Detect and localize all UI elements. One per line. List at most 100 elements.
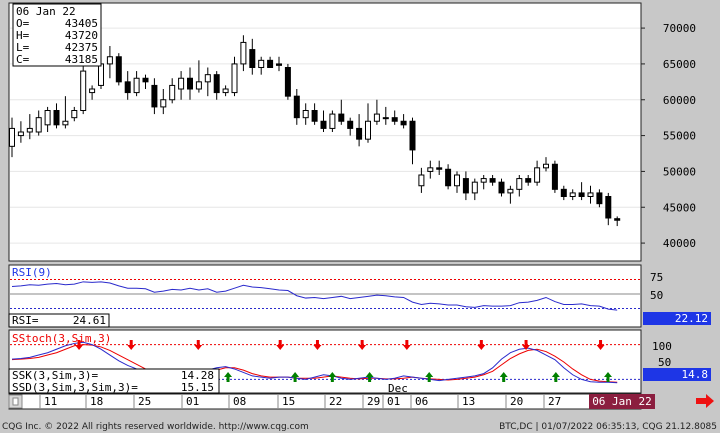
- up-arrow-icon: [499, 372, 508, 382]
- rsi-last-value-badge: [643, 312, 711, 325]
- up-arrow-icon: [604, 372, 612, 382]
- candle-body: [89, 88, 96, 94]
- down-arrow-icon: [313, 340, 322, 350]
- candle-body: [133, 77, 140, 94]
- date-axis-label: 01: [186, 395, 199, 408]
- candle-body: [347, 120, 354, 129]
- candle-body: [178, 77, 185, 90]
- stoch-title: SStoch(3,Sim,3): [12, 332, 111, 345]
- candle-body: [356, 127, 363, 140]
- stoch-axis-50: 50: [658, 356, 671, 369]
- candle-body: [284, 67, 291, 97]
- candle-body: [231, 63, 238, 94]
- rsi-panel[interactable]: [8, 264, 642, 328]
- candle-body: [489, 178, 496, 183]
- down-arrow-icon: [358, 340, 367, 350]
- candle-body: [320, 120, 327, 129]
- down-arrow-icon: [75, 340, 84, 350]
- info-low-label: L=: [16, 41, 30, 54]
- rsi-last-value: 22.12: [675, 312, 708, 325]
- candle-body: [498, 181, 505, 194]
- candle-body: [373, 113, 380, 122]
- date-axis-label: 08: [233, 395, 246, 408]
- candle-body: [471, 181, 478, 194]
- candle-body: [391, 117, 398, 122]
- candle-body: [605, 196, 612, 219]
- footer-symbol-info: BTC,DC | 01/07/2022 06:35:13, CQG 21.12.…: [499, 422, 717, 432]
- candle-body: [17, 131, 24, 137]
- candle-body: [26, 127, 33, 133]
- price-panel[interactable]: [8, 2, 642, 262]
- price-axis: 70000 65000 60000 55000 50000 45000 40000: [641, 22, 696, 250]
- date-axis-label: 01: [387, 395, 400, 408]
- up-arrow-icon: [425, 372, 434, 382]
- candle-body: [338, 113, 345, 122]
- stoch-signal-arrows: [30, 340, 612, 382]
- candle-body: [596, 192, 603, 205]
- candle-body: [507, 188, 514, 194]
- candle-body: [187, 77, 193, 90]
- up-arrow-icon: [224, 372, 233, 382]
- candle-body: [106, 56, 113, 65]
- down-arrow-icon: [596, 340, 605, 350]
- date-axis-label: 22: [329, 395, 342, 408]
- stoch-last-value-badge: [643, 368, 711, 381]
- ssd-value: 15.15: [181, 381, 214, 394]
- candle-body: [551, 163, 558, 190]
- current-date-badge: [589, 394, 655, 409]
- info-low-value: 42375: [65, 41, 98, 54]
- down-arrow-icon: [402, 340, 411, 350]
- candle-body: [71, 110, 78, 119]
- info-date: 06 Jan 22: [16, 5, 76, 18]
- price-axis-label: 60000: [663, 94, 696, 107]
- candle-body: [258, 59, 265, 68]
- down-arrow-icon: [127, 340, 136, 350]
- candle-body: [222, 88, 229, 94]
- candle-body: [534, 167, 541, 183]
- info-close-label: C=: [16, 53, 30, 66]
- scroll-left-icon[interactable]: [8, 394, 23, 409]
- stoch-readout-box: [8, 368, 220, 394]
- price-axis-label: 55000: [663, 130, 696, 143]
- candle-body: [525, 178, 532, 183]
- price-axis-label: 70000: [663, 22, 696, 35]
- candle-body: [311, 110, 318, 122]
- info-close-value: 43185: [65, 53, 98, 66]
- date-axis-label: 13: [462, 395, 475, 408]
- rsi-axis-75: 75: [650, 271, 663, 284]
- up-arrow-icon: [551, 372, 560, 382]
- rsi-line: [11, 281, 618, 311]
- candle-body: [142, 77, 149, 83]
- down-arrow-icon: [522, 340, 531, 350]
- down-arrow-icon: [477, 340, 486, 350]
- date-axis-label: 15: [282, 395, 295, 408]
- date-axis-label: 06: [415, 395, 428, 408]
- candle-body: [462, 178, 469, 194]
- candle-body: [213, 74, 220, 94]
- candle-body: [480, 178, 487, 183]
- stoch-last-value: 14.8: [682, 368, 709, 381]
- candle-body: [365, 120, 371, 140]
- rsi-readout-box: [8, 313, 110, 328]
- candle-body: [400, 120, 407, 126]
- candle-body: [160, 99, 167, 108]
- ssk-label: SSK(3,Sim,3)=: [12, 369, 98, 382]
- ssd-label: SSD(3,Sim,3,Sim,3)=: [12, 381, 138, 394]
- footer-copyright: CQG Inc. © 2022 All rights reserved worl…: [2, 422, 309, 432]
- up-arrow-icon: [291, 372, 300, 382]
- date-axis-month: Dec: [388, 382, 408, 395]
- candle-body: [249, 49, 256, 68]
- candlestick-series: [9, 35, 621, 227]
- rsi-title: RSI(9): [12, 266, 52, 279]
- info-high-value: 43720: [65, 29, 98, 42]
- date-axis-label: 20: [510, 395, 523, 408]
- candle-body: [293, 95, 300, 119]
- rsi-axis-50: 50: [650, 289, 663, 302]
- date-axis-label: 25: [138, 395, 151, 408]
- price-axis-label: 45000: [663, 201, 696, 214]
- red-arrow-right-icon[interactable]: [696, 394, 714, 408]
- candle-body: [418, 174, 425, 187]
- stoch-axis-100: 100: [652, 340, 672, 353]
- candle-body: [382, 117, 389, 120]
